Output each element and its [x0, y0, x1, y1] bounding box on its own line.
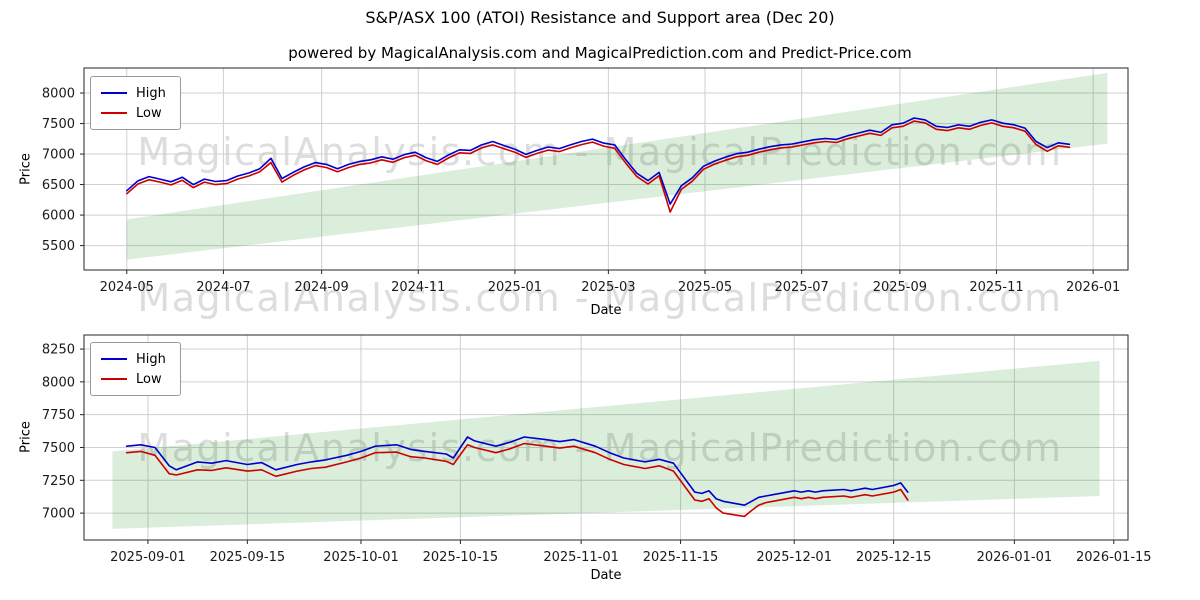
- x-axis-label-top-chart: Date: [590, 303, 622, 318]
- svg-text:7000: 7000: [42, 148, 75, 163]
- low-line-sample: [101, 377, 127, 381]
- legend-label-high: High: [136, 351, 166, 367]
- svg-text:2025-03: 2025-03: [581, 280, 635, 295]
- svg-text:7250: 7250: [42, 474, 75, 489]
- y-axis-label-top-chart: Price: [18, 153, 34, 185]
- x-axis-label-bottom-chart: Date: [590, 568, 622, 583]
- svg-text:2025-11-01: 2025-11-01: [543, 550, 619, 565]
- svg-text:7750: 7750: [42, 408, 75, 423]
- svg-text:2025-11-15: 2025-11-15: [643, 550, 719, 565]
- svg-text:2024-05: 2024-05: [100, 280, 154, 295]
- legend-item-low: Low: [101, 369, 166, 389]
- figure-subtitle: powered by MagicalAnalysis.com and Magic…: [288, 44, 912, 62]
- svg-text:2025-10-01: 2025-10-01: [323, 550, 399, 565]
- y-axis-label-bottom-chart: Price: [18, 421, 34, 453]
- svg-text:2025-12-01: 2025-12-01: [756, 550, 832, 565]
- svg-text:2025-07: 2025-07: [774, 280, 828, 295]
- figure-title: S&P/ASX 100 (ATOI) Resistance and Suppor…: [365, 8, 835, 27]
- svg-text:7000: 7000: [42, 507, 75, 522]
- high-line-sample: [101, 357, 127, 361]
- svg-text:6000: 6000: [42, 209, 75, 224]
- svg-text:2026-01: 2026-01: [1066, 280, 1120, 295]
- svg-text:2025-09-01: 2025-09-01: [110, 550, 186, 565]
- legend-item-low: Low: [101, 103, 166, 123]
- high-line-sample: [101, 91, 127, 95]
- svg-text:8250: 8250: [42, 343, 75, 358]
- low-line-sample: [101, 111, 127, 115]
- legend-top-chart: High Low: [90, 76, 181, 130]
- svg-text:6500: 6500: [42, 178, 75, 193]
- watermark-top-chart: MagicalAnalysis.com - MagicalPrediction.…: [137, 130, 1063, 174]
- svg-text:2025-10-15: 2025-10-15: [423, 550, 499, 565]
- svg-text:2025-11: 2025-11: [969, 280, 1023, 295]
- svg-text:2026-01-01: 2026-01-01: [977, 550, 1053, 565]
- svg-text:2025-09-15: 2025-09-15: [210, 550, 286, 565]
- svg-text:8000: 8000: [42, 87, 75, 102]
- svg-text:5500: 5500: [42, 239, 75, 254]
- legend-label-high: High: [136, 85, 166, 101]
- svg-text:2024-07: 2024-07: [196, 280, 250, 295]
- svg-text:2026-01-15: 2026-01-15: [1076, 550, 1152, 565]
- svg-text:8000: 8000: [42, 375, 75, 390]
- legend-item-high: High: [101, 349, 166, 369]
- svg-text:2024-11: 2024-11: [391, 280, 445, 295]
- legend-item-high: High: [101, 83, 166, 103]
- svg-text:7500: 7500: [42, 441, 75, 456]
- svg-text:2025-05: 2025-05: [678, 280, 732, 295]
- svg-text:7500: 7500: [42, 117, 75, 132]
- watermark-middle: MagicalAnalysis.com - MagicalPrediction.…: [137, 276, 1063, 320]
- svg-text:2024-09: 2024-09: [294, 280, 348, 295]
- legend-bottom-chart: High Low: [90, 342, 181, 396]
- legend-label-low: Low: [136, 105, 162, 121]
- svg-text:2025-01: 2025-01: [488, 280, 542, 295]
- legend-label-low: Low: [136, 371, 162, 387]
- svg-text:2025-12-15: 2025-12-15: [856, 550, 932, 565]
- svg-text:2025-09: 2025-09: [873, 280, 927, 295]
